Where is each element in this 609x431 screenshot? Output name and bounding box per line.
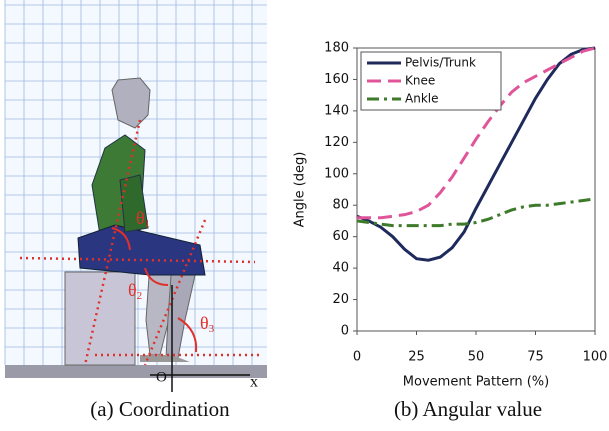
angle-index: 1 bbox=[145, 218, 151, 230]
foot bbox=[140, 355, 190, 362]
angle-symbol: θ bbox=[136, 208, 145, 228]
y-tick-label: 180 bbox=[324, 41, 349, 56]
axis-label: x bbox=[250, 374, 258, 391]
angle-label: θ3 bbox=[200, 313, 215, 334]
coordination-diagram: θ1 θ2 θ3 O x bbox=[4, 0, 267, 392]
x-tick-label: 50 bbox=[468, 350, 485, 365]
y-tick-label: 20 bbox=[332, 292, 349, 307]
y-tick-label: 80 bbox=[332, 198, 349, 213]
caption: (b) Angular value bbox=[394, 397, 542, 421]
x-tick-label: 0 bbox=[353, 350, 361, 365]
angle-symbol: θ bbox=[200, 313, 209, 333]
y-tick-label: 40 bbox=[332, 261, 349, 276]
y-tick-label: 60 bbox=[332, 229, 349, 244]
angle-arc bbox=[111, 227, 131, 251]
arm bbox=[119, 174, 149, 233]
x-tick-label: 100 bbox=[583, 350, 608, 365]
caption: (a) Coordination bbox=[90, 397, 230, 421]
x-tick-label: 25 bbox=[408, 350, 425, 365]
angle-arc bbox=[177, 317, 198, 353]
legend-label: Pelvis/Trunk bbox=[405, 56, 476, 70]
angle-arc bbox=[144, 267, 169, 286]
angle-index: 2 bbox=[137, 290, 143, 302]
y-tick-label: 160 bbox=[324, 72, 349, 87]
thigh bbox=[77, 224, 206, 276]
x-axis-label: Movement Pattern (%) bbox=[403, 375, 549, 390]
shin-line bbox=[143, 219, 207, 366]
y-tick-label: 100 bbox=[324, 166, 349, 181]
y-tick-label: 140 bbox=[324, 103, 349, 118]
line-chart: 0 20 40 60 80 100 120 140 160 180 0 25 50 75 100 Moveme… bbox=[293, 41, 608, 390]
angle-label: θ2 bbox=[128, 280, 142, 301]
angle-symbol: θ bbox=[128, 280, 137, 300]
y-tick-label: 120 bbox=[324, 135, 349, 150]
y-tick-label: 0 bbox=[341, 324, 349, 339]
y-axis-label: Angle (deg) bbox=[293, 152, 308, 228]
series-line bbox=[356, 197, 596, 228]
series-line bbox=[357, 46, 596, 220]
series-line bbox=[356, 46, 596, 262]
legend-label: Knee bbox=[405, 74, 435, 88]
legend-label: Ankle bbox=[405, 92, 438, 106]
floor bbox=[5, 365, 267, 378]
x-tick-label: 75 bbox=[527, 350, 544, 365]
origin-label: O bbox=[156, 369, 167, 385]
stool bbox=[64, 271, 136, 366]
head bbox=[111, 77, 151, 129]
angle-index: 3 bbox=[209, 323, 215, 335]
angle-label: θ1 bbox=[136, 208, 150, 229]
